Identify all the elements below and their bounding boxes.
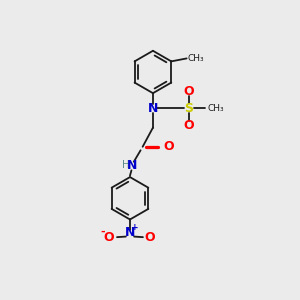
Text: CH₃: CH₃ bbox=[207, 104, 224, 113]
Text: H: H bbox=[122, 160, 130, 170]
Text: O: O bbox=[103, 231, 114, 244]
Text: O: O bbox=[145, 231, 155, 244]
Text: CH₃: CH₃ bbox=[188, 54, 204, 63]
Text: N: N bbox=[125, 226, 135, 239]
Text: O: O bbox=[164, 140, 174, 153]
Text: +: + bbox=[131, 223, 139, 232]
Text: N: N bbox=[127, 159, 137, 172]
Text: -: - bbox=[100, 227, 105, 237]
Text: N: N bbox=[148, 102, 158, 115]
Text: S: S bbox=[184, 102, 194, 115]
Text: O: O bbox=[184, 85, 194, 98]
Text: O: O bbox=[184, 119, 194, 132]
